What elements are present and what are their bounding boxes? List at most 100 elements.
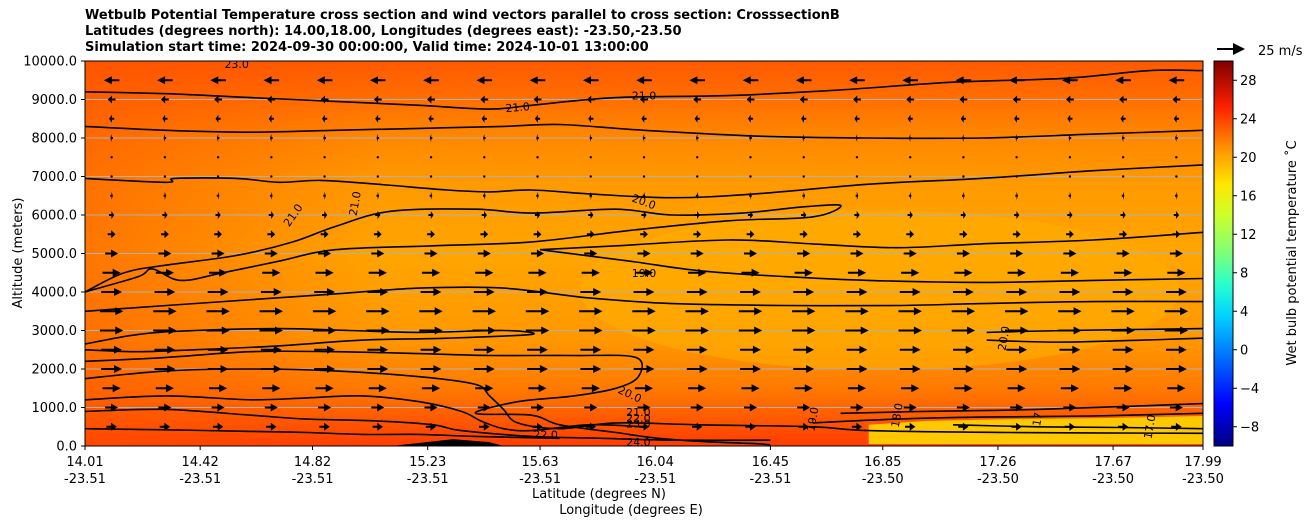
wind-vector [749, 134, 752, 142]
wind-vector [1119, 95, 1127, 104]
wind-vector [528, 268, 547, 277]
wind-vector [260, 288, 282, 296]
x-tick-label-lat: 16.04 [637, 455, 674, 470]
contour-line [85, 164, 1203, 199]
wind-vector [483, 175, 486, 178]
wind-vector [906, 95, 915, 104]
wind-vector [634, 268, 654, 277]
wind-vector [368, 384, 387, 393]
colorbar-tick-label: 28 [1240, 74, 1257, 89]
x-tick-label-lon: -23.50 [977, 472, 1019, 487]
contour-label: 17.0 [1142, 414, 1159, 440]
x-tick-label-lon: -23.51 [407, 472, 449, 487]
contour-label: 21.0 [632, 90, 657, 103]
wind-vector [953, 345, 974, 354]
wind-vector [477, 249, 491, 258]
wind-vector [797, 403, 811, 412]
wind-vector [747, 114, 754, 123]
wind-vector [375, 114, 381, 123]
wind-vector [745, 422, 756, 431]
wind-vector [161, 230, 169, 239]
wind-vector [1119, 230, 1127, 239]
wind-vector [1006, 365, 1028, 373]
x-tick-label-lat: 17.67 [1095, 455, 1132, 470]
wind-vector [370, 76, 386, 85]
wind-vector [584, 403, 598, 412]
wind-vector [421, 268, 441, 277]
wind-vector [423, 76, 439, 85]
wind-vector [849, 76, 865, 85]
wind-vector [744, 403, 757, 412]
colorbar: −8 −4 0 4 8 12 16 20 24 28 Wet bulb potential tem… [1213, 60, 1300, 447]
contour-line [85, 204, 842, 293]
wind-vector [855, 156, 859, 159]
wind-vector [1012, 95, 1021, 104]
wind-vector [583, 76, 599, 85]
wind-vector [206, 307, 230, 316]
x-axis-title-longitude: Longitude (degrees E) [559, 503, 703, 518]
wind-vector [214, 95, 222, 104]
y-tick-label: 3000.0 [32, 324, 78, 339]
y-axis-title: Altitude (meters) [11, 198, 26, 309]
y-tick-label: 0.0 [56, 440, 77, 455]
wind-vector [533, 95, 542, 104]
wind-vector [163, 175, 167, 178]
wind-vector [959, 95, 968, 104]
wind-vector [853, 230, 861, 239]
colorbar-tick-label: 12 [1240, 228, 1257, 243]
wind-vector [107, 95, 116, 104]
quiver-key-label: 25 m/s [1258, 44, 1303, 59]
y-tick-label: 2000.0 [32, 363, 78, 378]
wind-vector [1067, 114, 1073, 123]
wind-vector [527, 365, 548, 373]
wind-vector [741, 384, 760, 393]
colorbar-label: Wet bulb potential temperature ˚C [1284, 140, 1300, 365]
wind-vector [211, 403, 225, 412]
wind-vector [956, 403, 970, 412]
wind-vector [797, 249, 811, 258]
wind-vector [1010, 403, 1024, 412]
wind-vector [1068, 156, 1072, 159]
wind-vector [642, 134, 646, 142]
wind-vector [1068, 134, 1072, 142]
wind-vector [1014, 114, 1020, 123]
x-tick-label-lat: 17.26 [979, 455, 1016, 470]
wind-vector [1112, 365, 1134, 373]
contour-line [85, 368, 1203, 435]
wind-vector [962, 175, 965, 178]
wind-vector [580, 345, 602, 354]
wind-vector [536, 134, 539, 142]
colorbar-gradient [1214, 61, 1233, 446]
wind-vector [1166, 365, 1187, 373]
wind-vector [695, 191, 699, 200]
wind-vector [162, 114, 168, 123]
wind-vector [1114, 268, 1133, 277]
wind-vector [1068, 175, 1072, 178]
x-tick-label-lat: 16.45 [752, 455, 789, 470]
wind-vector [960, 211, 966, 219]
wind-vector [99, 326, 124, 335]
x-tick-label-lon: -23.51 [292, 472, 334, 487]
wind-vector [690, 403, 704, 412]
wind-vector [476, 76, 493, 85]
wind-vector [110, 156, 113, 159]
wind-vector [953, 365, 974, 373]
wind-vector [264, 403, 278, 412]
wind-vector [794, 268, 813, 277]
wind-vector [589, 156, 592, 159]
wind-vector [1112, 345, 1134, 354]
wind-vector [746, 230, 755, 239]
wind-vector [744, 249, 757, 258]
x-tick-label-lat: 15.23 [409, 455, 446, 470]
wind-vector [907, 211, 913, 219]
wind-vector [1169, 249, 1183, 258]
wind-vector [472, 307, 496, 316]
wind-vector [1015, 156, 1018, 159]
contour-label: 21.0 [505, 100, 531, 115]
wind-vector [640, 95, 648, 104]
colorbar-tick-label: 8 [1240, 266, 1248, 281]
wind-vector [483, 191, 486, 200]
wind-vector [262, 384, 281, 393]
wind-vector [1172, 95, 1181, 104]
